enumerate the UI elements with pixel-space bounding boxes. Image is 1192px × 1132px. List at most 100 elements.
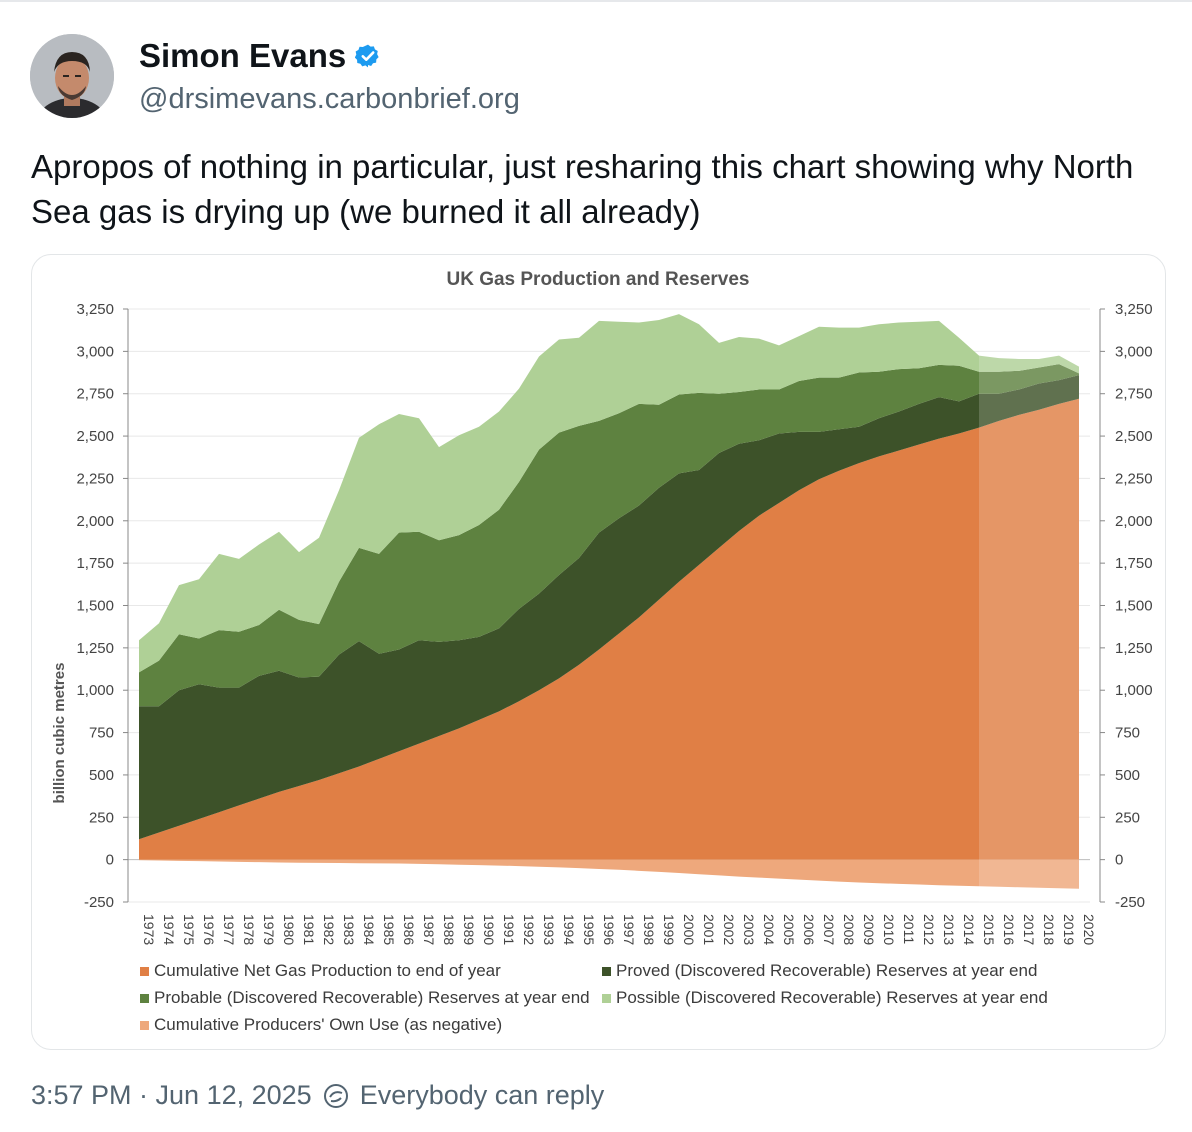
legend-label: Possible (Discovered Recoverable) Reserv… <box>616 988 1048 1007</box>
y-tick-label-left: 2,750 <box>76 386 114 403</box>
x-tick-label: 1989 <box>461 914 477 945</box>
author-name-row[interactable]: Simon Evans <box>139 37 381 75</box>
post-footer: 3:57 PM · Jun 12, 2025 Everybody can rep… <box>31 1080 604 1111</box>
x-tick-label: 1984 <box>361 914 377 945</box>
x-tick-label: 1991 <box>501 914 517 945</box>
x-tick-label: 1973 <box>141 914 157 945</box>
x-tick-label: 1978 <box>241 914 257 945</box>
x-tick-label: 2015 <box>981 914 997 945</box>
x-tick-label: 1998 <box>641 914 657 945</box>
legend-label: Cumulative Net Gas Production to end of … <box>154 961 501 980</box>
legend-item: Proved (Discovered Recoverable) Reserves… <box>602 961 1037 981</box>
x-tick-label: 2004 <box>761 914 777 945</box>
y-tick-label-right: 1,250 <box>1115 640 1153 657</box>
author-name[interactable]: Simon Evans <box>139 37 347 74</box>
x-tick-label: 2007 <box>821 914 837 945</box>
x-tick-label: 1987 <box>421 914 437 945</box>
legend-swatch <box>602 966 611 976</box>
post-timestamp[interactable]: 3:57 PM · Jun 12, 2025 <box>31 1080 312 1110</box>
x-tick-label: 1981 <box>301 914 317 945</box>
y-tick-label-right: 2,750 <box>1115 386 1153 403</box>
legend-item: Cumulative Net Gas Production to end of … <box>140 961 501 981</box>
x-tick-label: 1997 <box>621 914 637 945</box>
y-tick-label-right: -250 <box>1115 894 1145 911</box>
legend-item: Probable (Discovered Recoverable) Reserv… <box>140 988 590 1008</box>
x-tick-label: 1995 <box>581 914 597 945</box>
x-tick-label: 2005 <box>781 914 797 945</box>
x-tick-label: 2012 <box>921 914 937 945</box>
y-tick-label-right: 2,250 <box>1115 470 1153 487</box>
y-tick-label-left: 1,750 <box>76 555 114 572</box>
x-tick-label: 2013 <box>941 914 957 945</box>
y-tick-label-left: 750 <box>89 725 114 742</box>
verified-badge-icon <box>355 44 379 68</box>
legend-swatch <box>140 1020 149 1030</box>
x-tick-label: 2020 <box>1081 914 1097 945</box>
reply-setting-icon <box>323 1083 348 1108</box>
y-tick-label-left: 3,250 <box>76 301 114 318</box>
legend-item: Cumulative Producers' Own Use (as negati… <box>140 1015 502 1035</box>
legend-item: Possible (Discovered Recoverable) Reserv… <box>602 988 1048 1008</box>
y-tick-label-right: 1,000 <box>1115 682 1153 699</box>
projection-shade <box>979 309 1079 902</box>
x-tick-label: 2016 <box>1001 914 1017 945</box>
reply-setting[interactable]: Everybody can reply <box>359 1080 605 1110</box>
x-tick-label: 1993 <box>541 914 557 945</box>
y-tick-label-left: 1,000 <box>76 682 114 699</box>
y-tick-label-left: 2,000 <box>76 513 114 530</box>
legend-label: Cumulative Producers' Own Use (as negati… <box>154 1015 503 1034</box>
x-tick-label: 1982 <box>321 914 337 945</box>
x-tick-label: 2001 <box>701 914 717 945</box>
x-tick-label: 2011 <box>901 914 917 944</box>
y-tick-label-right: 3,250 <box>1115 301 1153 318</box>
legend-label: Probable (Discovered Recoverable) Reserv… <box>154 988 590 1007</box>
y-tick-label-right: 3,000 <box>1115 343 1153 360</box>
x-tick-label: 1980 <box>281 914 297 945</box>
x-tick-label: 1976 <box>201 914 217 945</box>
y-tick-label-right: 2,500 <box>1115 428 1153 445</box>
x-tick-label: 1983 <box>341 914 357 945</box>
y-tick-label-right: 0 <box>1115 852 1123 869</box>
y-tick-label-right: 2,000 <box>1115 513 1153 530</box>
x-tick-label: 2014 <box>961 914 977 945</box>
x-tick-label: 2017 <box>1021 914 1037 945</box>
area-series-3 <box>139 364 1079 707</box>
y-tick-label-left: 500 <box>89 767 114 784</box>
x-tick-label: 2019 <box>1061 914 1077 945</box>
area-series-own-use <box>139 859 1079 889</box>
y-tick-label-left: 250 <box>89 809 114 826</box>
x-tick-label: 2008 <box>841 914 857 945</box>
x-tick-label: 1986 <box>401 914 417 945</box>
y-tick-label-left: 3,000 <box>76 343 114 360</box>
gas-production-chart: UK Gas Production and Reserves billion c… <box>51 269 1153 945</box>
avatar[interactable] <box>30 34 114 118</box>
x-tick-label: 1994 <box>561 914 577 945</box>
x-tick-label: 2010 <box>881 914 897 945</box>
x-tick-label: 1999 <box>661 914 677 945</box>
x-tick-label: 1975 <box>181 914 197 945</box>
x-tick-label: 1992 <box>521 914 537 945</box>
chart-y-axis-label: billion cubic metres <box>51 663 68 804</box>
legend-swatch <box>602 993 611 1003</box>
y-tick-label-right: 500 <box>1115 767 1140 784</box>
x-tick-label: 2009 <box>861 914 877 945</box>
x-tick-label: 1990 <box>481 914 497 945</box>
x-tick-label: 2018 <box>1041 914 1057 945</box>
x-tick-label: 2003 <box>741 914 757 945</box>
author-handle[interactable]: @drsimevans.carbonbrief.org <box>139 83 520 115</box>
y-tick-label-left: 0 <box>106 852 114 869</box>
x-tick-label: 1977 <box>221 914 237 945</box>
y-tick-label-right: 750 <box>1115 725 1140 742</box>
x-tick-label: 1988 <box>441 914 457 945</box>
legend-swatch <box>140 966 149 976</box>
chart-title: UK Gas Production and Reserves <box>446 269 749 290</box>
x-tick-label: 2002 <box>721 914 737 945</box>
post-text: Apropos of nothing in particular, just r… <box>31 148 1134 230</box>
y-tick-label-left: 2,250 <box>76 470 114 487</box>
y-tick-label-right: 1,750 <box>1115 555 1153 572</box>
y-tick-label-left: 2,500 <box>76 428 114 445</box>
x-tick-label: 2006 <box>801 914 817 945</box>
y-tick-label-left: 1,500 <box>76 598 114 615</box>
chart-card[interactable]: UK Gas Production and Reserves billion c… <box>31 254 1166 1050</box>
y-tick-label-right: 250 <box>1115 809 1140 826</box>
